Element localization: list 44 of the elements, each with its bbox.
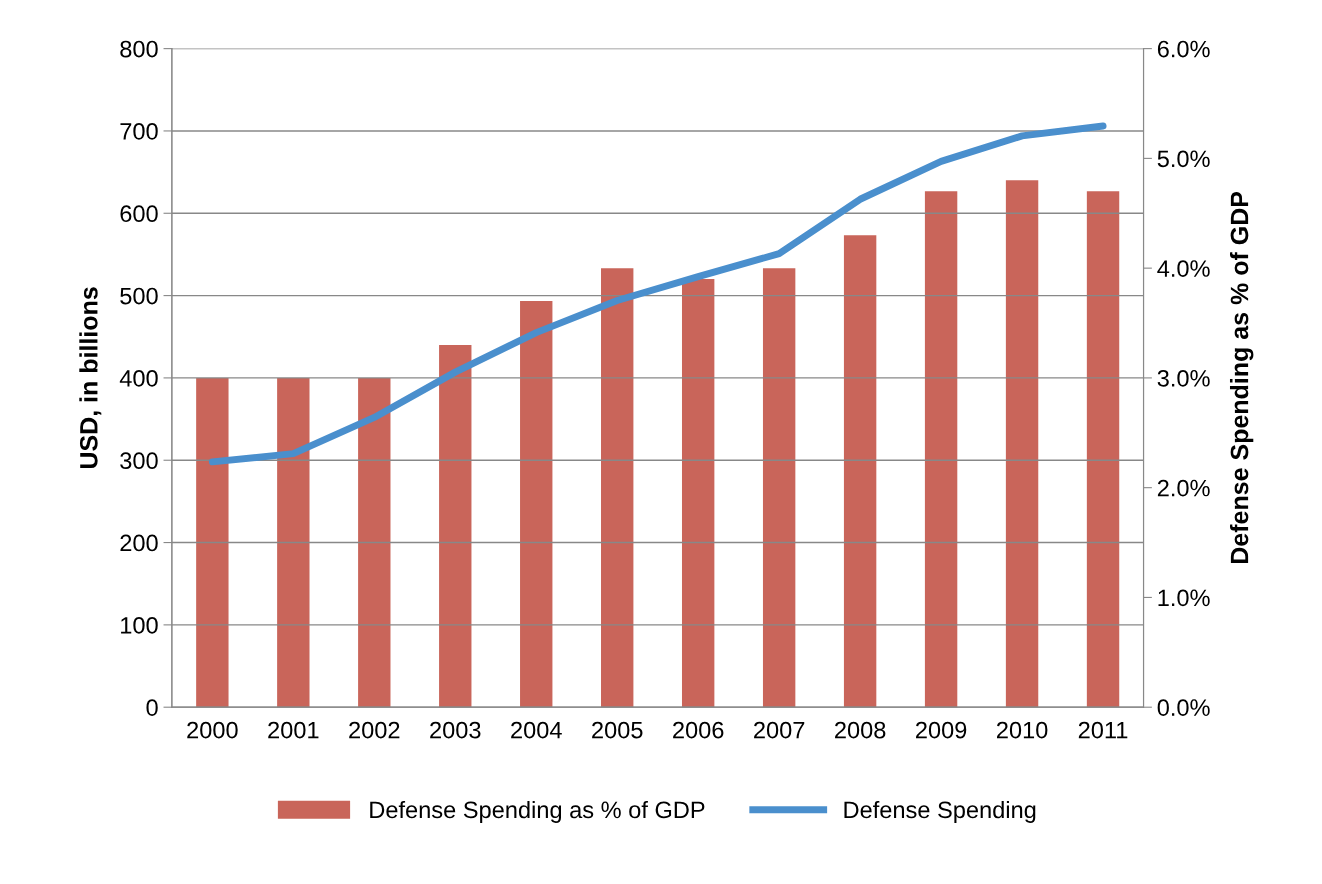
y-tick-label: 300	[120, 452, 158, 470]
x-tick-label: 2005	[592, 721, 643, 739]
y-tick-label: 400	[119, 369, 158, 387]
legend-label: Defense Spending	[844, 800, 1036, 823]
x-tick-label: 2011	[1078, 721, 1128, 739]
bar	[924, 191, 958, 708]
bar	[601, 268, 634, 708]
bar	[1005, 180, 1039, 708]
bar	[681, 279, 715, 708]
x-tick-label: 2009	[916, 721, 967, 739]
x-tick-label: 2002	[349, 721, 400, 739]
bar	[762, 268, 796, 708]
y2-tick-label: 6.0%	[1157, 40, 1210, 58]
y2-tick-label: 3.0%	[1157, 369, 1210, 387]
y-tick-label: 600	[120, 205, 158, 223]
x-tick-label: 2003	[430, 721, 481, 739]
bar	[520, 301, 553, 708]
bar	[843, 235, 877, 708]
y-tick-label: 100	[121, 616, 158, 634]
x-tick-label: 2000	[187, 721, 238, 739]
y2-axis-title: Defense Spending as % of GDP	[1229, 191, 1254, 564]
x-tick-label: 2001	[268, 721, 319, 739]
x-tick-label: 2006	[673, 721, 724, 739]
y-tick-label: 800	[120, 40, 158, 58]
x-tick-label: 2008	[835, 721, 886, 739]
bar	[277, 377, 310, 708]
y-tick-label: 0	[146, 699, 158, 716]
y2-tick-label: 1.0%	[1158, 589, 1210, 607]
x-tick-label: 2010	[997, 721, 1048, 739]
y-axis-title: USD, in billions	[79, 287, 102, 469]
bar	[1086, 191, 1120, 708]
bar	[196, 377, 229, 708]
y-tick-label: 200	[120, 534, 158, 552]
legend-label: Defense Spending as % of GDP	[370, 800, 705, 823]
y-tick-label: 700	[120, 123, 158, 140]
y2-tick-label: 2.0%	[1157, 479, 1210, 497]
x-tick-label: 2004	[511, 721, 562, 739]
y2-tick-label: 5.0%	[1157, 150, 1210, 168]
y2-tick-label: 0.0%	[1157, 699, 1210, 716]
y-tick-label: 500	[120, 287, 158, 305]
x-tick-label: 2007	[754, 721, 805, 739]
y2-tick-label: 4.0%	[1157, 260, 1210, 277]
bar	[358, 377, 391, 708]
bar	[439, 344, 472, 708]
